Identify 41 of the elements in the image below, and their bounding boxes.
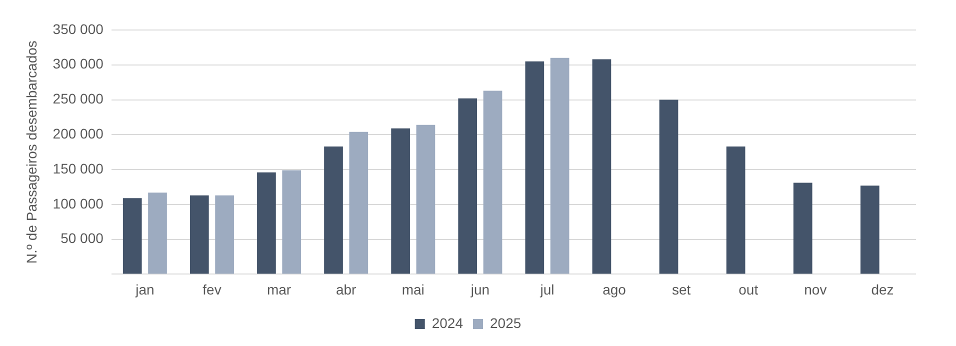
bar xyxy=(726,146,746,274)
x-tick-label: abr xyxy=(336,281,357,298)
x-tick-label: jul xyxy=(539,281,554,298)
bar xyxy=(793,182,812,274)
x-tick-label: mar xyxy=(266,281,292,298)
y-tick-label: 50 000 xyxy=(60,230,104,246)
bar xyxy=(416,124,436,274)
x-tick-label: jun xyxy=(470,281,490,298)
y-tick-label: 300 000 xyxy=(52,56,104,72)
x-tick-label: nov xyxy=(804,281,827,298)
bar xyxy=(349,132,368,274)
y-tick-label: 150 000 xyxy=(52,160,104,176)
bar xyxy=(525,61,544,274)
bar xyxy=(324,146,343,274)
y-axis-title: N.º de Passageiros desembarcados xyxy=(23,40,40,264)
bar xyxy=(282,170,302,274)
bar xyxy=(122,198,142,274)
bar xyxy=(458,98,478,274)
y-tick-label: 350 000 xyxy=(52,20,104,37)
bar xyxy=(215,195,234,274)
x-tick-label: dez xyxy=(871,281,894,298)
x-tick-label: mai xyxy=(402,281,424,298)
bar xyxy=(148,192,167,274)
y-tick-label: 250 000 xyxy=(52,90,104,107)
bar xyxy=(659,100,678,274)
legend-label: 2024 xyxy=(432,314,464,331)
bar xyxy=(190,195,209,274)
y-tick-label: 100 000 xyxy=(52,195,104,212)
x-tick-label: set xyxy=(672,281,691,298)
bar xyxy=(483,90,502,274)
x-tick-label: ago xyxy=(602,281,626,298)
y-tick-label: 200 000 xyxy=(52,126,104,142)
legend-label: 2025 xyxy=(490,314,522,331)
x-tick-label: jan xyxy=(134,281,154,298)
bar xyxy=(550,58,570,274)
x-tick-label: fev xyxy=(202,281,222,298)
bar xyxy=(860,186,880,274)
bar xyxy=(257,172,276,274)
bar xyxy=(592,59,612,274)
bar xyxy=(391,128,410,274)
x-tick-label: out xyxy=(738,281,758,298)
